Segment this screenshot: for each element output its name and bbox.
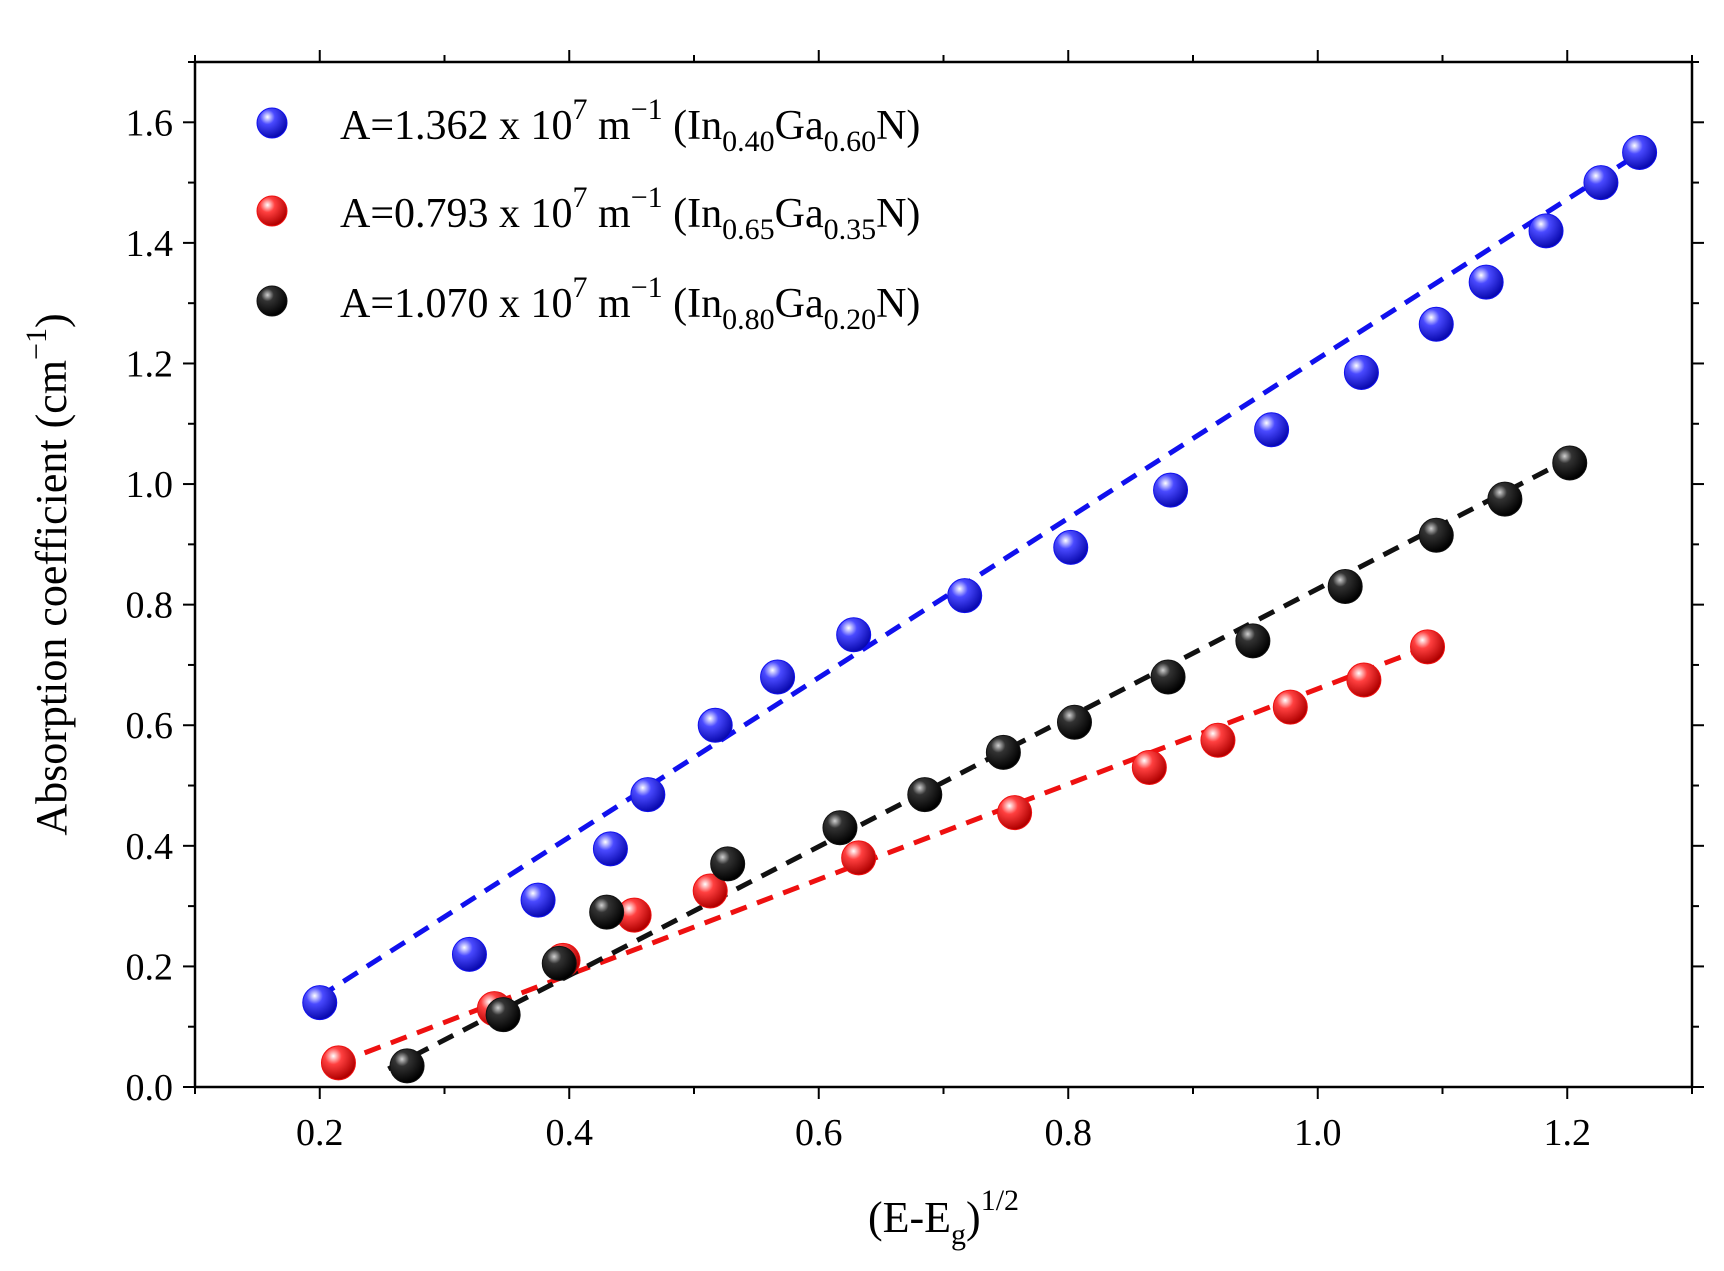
x-tick-label: 1.2 [1544,1112,1592,1154]
y-tick-label: 0.4 [126,826,174,868]
x-tick-labels: 0.2 0.4 0.6 0.8 1.0 1.2 [296,1112,1591,1154]
data-point-blue [1622,134,1658,170]
data-point-blue [1468,264,1504,300]
data-point-blue [697,707,733,743]
data-point-black [907,777,943,813]
legend: A=1.362 x 107 m−1 (In0.40Ga0.60N) A=0.79… [256,93,920,336]
y-tick-label: 0.0 [126,1067,174,1109]
x-tick-label: 0.4 [546,1112,594,1154]
legend-entry-series-3: A=1.070 x 107 m−1 (In0.80Ga0.20N) [256,271,920,336]
data-point-black [1418,517,1454,553]
data-point-red [320,1045,356,1081]
data-point-black [1327,569,1363,605]
data-point-black [710,846,746,882]
y-tick-label: 0.6 [126,705,174,747]
data-point-black [1150,659,1186,695]
y-tick-label: 1.4 [126,223,174,265]
data-point-blue [1343,355,1379,391]
data-point-red [997,795,1033,831]
data-point-blue [1418,306,1454,342]
data-point-black [1487,481,1523,517]
data-point-black [1235,623,1271,659]
y-tick-label: 0.8 [126,585,174,627]
data-point-blue [760,659,796,695]
x-tick-label: 0.8 [1045,1112,1093,1154]
y-tick-label: 1.2 [126,343,174,385]
data-point-blue [302,985,338,1021]
x-axis-title: (E-Eg)1/2 [868,1184,1019,1251]
data-point-blue [1583,165,1619,201]
legend-label-series-1: A=1.362 x 107 m−1 (In0.40Ga0.60N) [340,93,920,158]
data-point-red [1131,749,1167,785]
data-point-red [692,873,728,909]
data-point-blue [1053,529,1089,565]
legend-label-series-3: A=1.070 x 107 m−1 (In0.80Ga0.20N) [340,271,920,336]
data-point-blue [630,777,666,813]
axis-ticks [183,50,1704,1099]
data-point-black [1056,704,1092,740]
data-point-blue [836,617,872,653]
fit-line-black [387,457,1569,1072]
data-point-red [1410,629,1446,665]
legend-marker-blue [256,107,288,139]
data-point-blue [592,831,628,867]
data-point-red [1200,722,1236,758]
data-point-red [1346,662,1382,698]
data-point-black [485,997,521,1033]
y-tick-label: 1.6 [126,102,174,144]
x-tick-label: 0.2 [296,1112,344,1154]
data-point-blue [1153,472,1189,508]
data-point-blue [520,882,556,918]
fit-lines [318,153,1638,1072]
y-tick-labels: 0.0 0.2 0.4 0.6 0.8 1.0 1.2 1.4 1.6 [126,102,174,1109]
x-tick-label: 1.0 [1294,1112,1342,1154]
legend-entry-series-2: A=0.793 x 107 m−1 (In0.65Ga0.35N) [256,181,920,246]
y-tick-label: 0.2 [126,946,174,988]
data-point-red [1272,689,1308,725]
fit-line-blue [318,153,1638,999]
data-point-black [389,1048,425,1084]
legend-marker-red [256,195,288,227]
data-point-blue [1254,412,1290,448]
data-point-black [1552,445,1588,481]
data-points [302,134,1658,1084]
legend-label-series-2: A=0.793 x 107 m−1 (In0.65Ga0.35N) [340,181,920,246]
data-point-black [822,810,858,846]
legend-entry-series-1: A=1.362 x 107 m−1 (In0.40Ga0.60N) [256,93,920,158]
data-point-red [841,840,877,876]
data-point-blue [947,578,983,614]
data-point-black [541,945,577,981]
y-axis-title: Absorption coefficient (cm−1) [20,313,76,835]
data-point-blue [451,936,487,972]
data-point-black [985,734,1021,770]
y-tick-label: 1.0 [126,464,174,506]
data-point-blue [1528,213,1564,249]
x-tick-label: 0.6 [795,1112,843,1154]
legend-marker-black [256,285,288,317]
data-point-black [589,894,625,930]
